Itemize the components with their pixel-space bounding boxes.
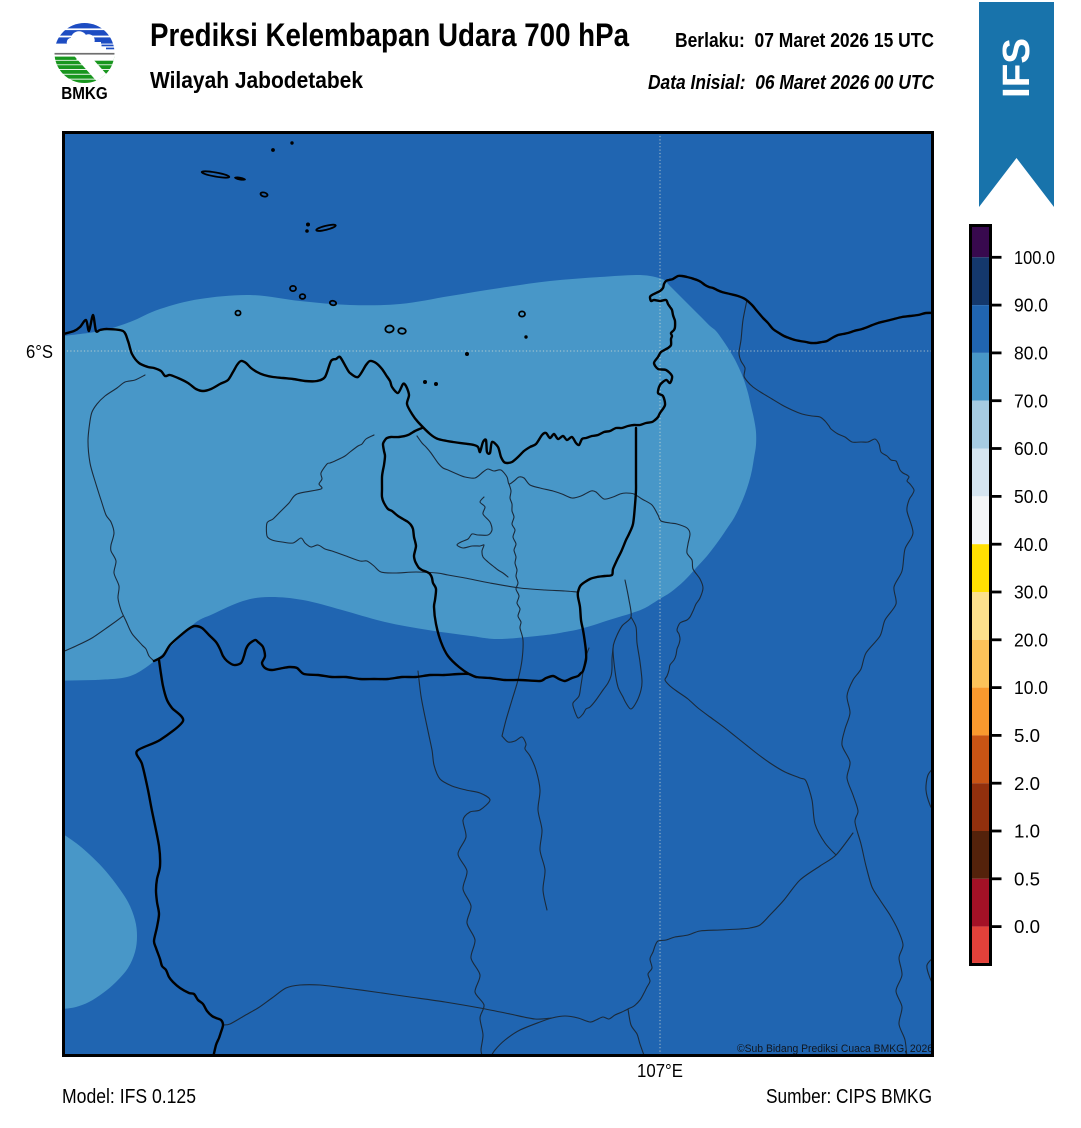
svg-text:Model: IFS 0.125: Model: IFS 0.125	[62, 1086, 196, 1108]
svg-text:100.0: 100.0	[1014, 247, 1055, 268]
svg-text:0.5: 0.5	[1014, 868, 1040, 889]
svg-text:90.0: 90.0	[1014, 295, 1048, 316]
svg-text:60.0: 60.0	[1014, 438, 1048, 459]
svg-text:0.0: 0.0	[1014, 916, 1040, 937]
svg-text:10.0: 10.0	[1014, 677, 1048, 698]
svg-text:Data Inisial: 06 Maret 2026 0: Data Inisial: 06 Maret 2026 00 UTC	[648, 71, 935, 94]
svg-text:©Sub Bidang Prediksi Cuaca BMK: ©Sub Bidang Prediksi Cuaca BMKG, 2026	[737, 1043, 933, 1055]
svg-text:BMKG: BMKG	[61, 83, 108, 103]
svg-text:40.0: 40.0	[1014, 534, 1048, 555]
svg-text:70.0: 70.0	[1014, 390, 1048, 411]
svg-text:Wilayah Jabodetabek: Wilayah Jabodetabek	[150, 67, 364, 93]
svg-text:2.0: 2.0	[1014, 773, 1040, 794]
svg-text:80.0: 80.0	[1014, 343, 1048, 364]
svg-text:1.0: 1.0	[1014, 821, 1040, 842]
svg-text:Prediksi Kelembapan Udara 700: Prediksi Kelembapan Udara 700 hPa	[150, 17, 629, 53]
svg-text:5.0: 5.0	[1014, 725, 1040, 746]
svg-text:Sumber: CIPS BMKG: Sumber: CIPS BMKG	[766, 1086, 932, 1108]
svg-text:20.0: 20.0	[1014, 629, 1048, 650]
svg-text:30.0: 30.0	[1014, 582, 1048, 603]
svg-text:50.0: 50.0	[1014, 486, 1048, 507]
svg-text:IFS: IFS	[996, 38, 1038, 98]
svg-text:6°S: 6°S	[26, 341, 53, 362]
svg-text:107°E: 107°E	[637, 1060, 683, 1081]
svg-text:Berlaku: 07 Maret 2026 15 UTC: Berlaku: 07 Maret 2026 15 UTC	[675, 29, 934, 52]
